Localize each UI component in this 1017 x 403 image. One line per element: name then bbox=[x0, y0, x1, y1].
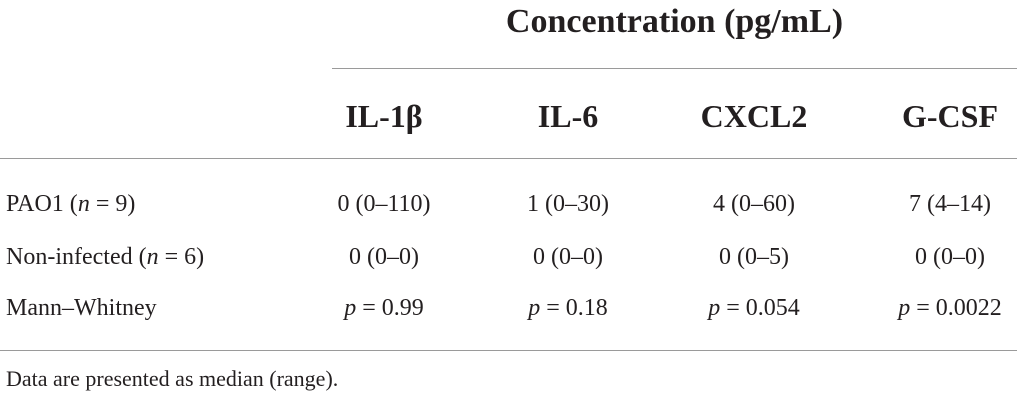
column-header-il1b: IL-1β bbox=[345, 98, 423, 134]
row-label-non-infected: Non-infected (n = 6) bbox=[6, 244, 205, 270]
table-title: Concentration (pg/mL) bbox=[505, 3, 844, 40]
table-cell: 7 (4–14) bbox=[909, 191, 991, 217]
row-label-mann-whitney: Mann–Whitney bbox=[6, 295, 157, 321]
p-value-cell: p = 0.054 bbox=[708, 295, 800, 321]
group-rule bbox=[332, 68, 1017, 69]
table-cell: 1 (0–30) bbox=[527, 191, 609, 217]
column-header-il6: IL-6 bbox=[537, 98, 599, 134]
p-value-cell: p = 0.0022 bbox=[898, 295, 1002, 321]
table-cell: 0 (0–110) bbox=[337, 191, 431, 217]
header-rule bbox=[0, 158, 1017, 159]
table-cell: 0 (0–5) bbox=[719, 244, 789, 270]
row-label-pao1: PAO1 (n = 9) bbox=[6, 191, 136, 217]
table-cell: 0 (0–0) bbox=[533, 244, 603, 270]
p-value-cell: p = 0.18 bbox=[528, 295, 608, 321]
column-header-gcsf: G-CSF bbox=[902, 98, 998, 134]
column-header-cxcl2: CXCL2 bbox=[700, 98, 808, 134]
table-cell: 0 (0–0) bbox=[915, 244, 985, 270]
p-value-cell: p = 0.99 bbox=[344, 295, 424, 321]
table-cell: 0 (0–0) bbox=[349, 244, 419, 270]
table-cell: 4 (0–60) bbox=[713, 191, 795, 217]
footer-rule bbox=[0, 350, 1017, 351]
table-footnote: Data are presented as median (range). bbox=[6, 366, 339, 391]
